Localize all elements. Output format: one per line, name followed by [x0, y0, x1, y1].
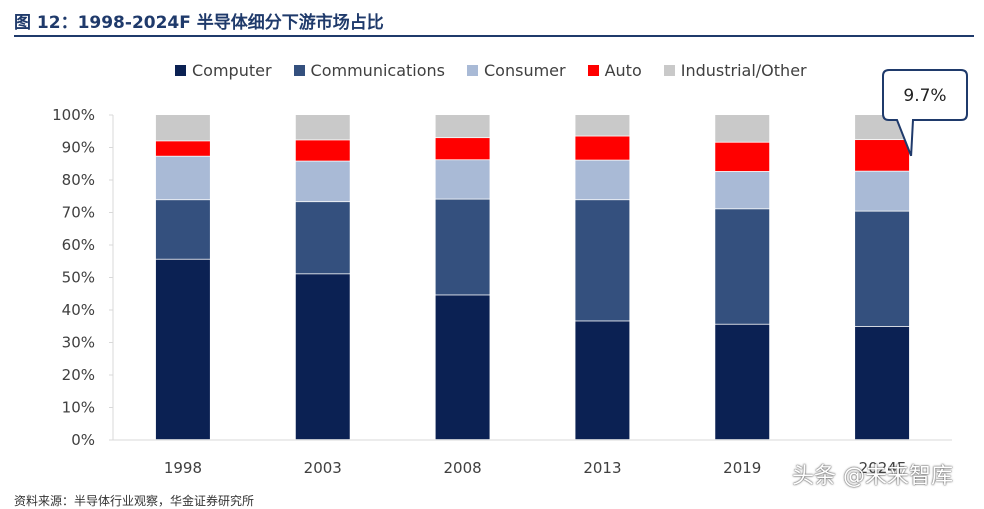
bar-segment: [575, 200, 630, 321]
source-note: 资料来源：半导体行业观察，华金证券研究所: [14, 494, 255, 508]
bar-segment: [575, 160, 630, 200]
y-tick-label: 90%: [62, 139, 95, 157]
y-tick-label: 100%: [52, 106, 95, 124]
bar-segment: [155, 200, 210, 259]
watermark-text: 头条 @未来智库: [792, 464, 953, 489]
bar-segment: [295, 161, 350, 202]
bar-segment: [155, 259, 210, 440]
bar-segment: [715, 115, 770, 142]
bar-segment: [295, 140, 350, 161]
bar-segment: [435, 138, 490, 160]
chart-legend: Computer Communications Consumer Auto In…: [175, 61, 807, 80]
x-tick-label: 2013: [583, 459, 621, 477]
bar-segment: [435, 160, 490, 199]
bar-segment: [575, 136, 630, 160]
bar-segment: [155, 141, 210, 156]
callout-label: 9.7%: [903, 86, 946, 106]
legend-label-industrial-other: Industrial/Other: [680, 61, 807, 80]
y-tick-label: 20%: [62, 366, 95, 384]
x-tick-label: 2008: [443, 459, 481, 477]
legend-item-consumer: Consumer: [467, 61, 566, 80]
legend-swatch-consumer: [467, 65, 478, 76]
bar-segment: [715, 324, 770, 440]
x-tick-label: 2003: [304, 459, 342, 477]
legend-label-computer: Computer: [192, 61, 272, 80]
bar-segment: [435, 295, 490, 440]
bar-segment: [575, 321, 630, 440]
legend-swatch-computer: [175, 65, 186, 76]
bar-segment: [715, 171, 770, 209]
bar-segment: [855, 140, 910, 171]
y-tick-label: 60%: [62, 236, 95, 254]
legend-label-auto: Auto: [604, 61, 642, 80]
bar-segment: [155, 115, 210, 141]
legend-item-auto: Auto: [587, 61, 642, 80]
title-divider: [14, 35, 974, 37]
legend-item-computer: Computer: [175, 61, 272, 80]
y-tick-label: 30%: [62, 334, 95, 352]
bar-segment: [155, 156, 210, 200]
bar-segment: [435, 199, 490, 295]
legend-swatch-auto: [587, 65, 599, 76]
y-tick-label: 50%: [62, 269, 95, 287]
bar-segment: [295, 115, 350, 140]
bar-segment: [575, 115, 630, 136]
bar-segment: [855, 171, 910, 211]
bar-segment: [715, 209, 770, 324]
legend-swatch-communications: [293, 65, 305, 76]
bar-segment: [855, 326, 910, 440]
bar-segment: [715, 142, 770, 172]
x-tick-label: 2024F: [859, 459, 906, 477]
x-tick-label: 2019: [723, 459, 761, 477]
y-tick-label: 10%: [62, 399, 95, 417]
y-tick-label: 80%: [62, 171, 95, 189]
bar-segment: [295, 274, 350, 440]
legend-swatch-industrial-other: [663, 65, 675, 76]
y-tick-label: 70%: [62, 204, 95, 222]
legend-item-industrial-other: Industrial/Other: [663, 61, 807, 80]
legend-label-consumer: Consumer: [484, 61, 566, 80]
bar-segment: [855, 211, 910, 327]
legend-label-communications: Communications: [310, 61, 445, 80]
bar-segment: [295, 202, 350, 274]
bar-segment: [435, 115, 490, 138]
y-tick-label: 0%: [71, 431, 95, 449]
figure-title: 图 12：1998-2024F 半导体细分下游市场占比: [14, 13, 384, 33]
callout-bubble: [882, 69, 968, 157]
x-tick-label: 1998: [164, 459, 202, 477]
legend-item-communications: Communications: [293, 61, 445, 80]
y-tick-label: 40%: [62, 301, 95, 319]
